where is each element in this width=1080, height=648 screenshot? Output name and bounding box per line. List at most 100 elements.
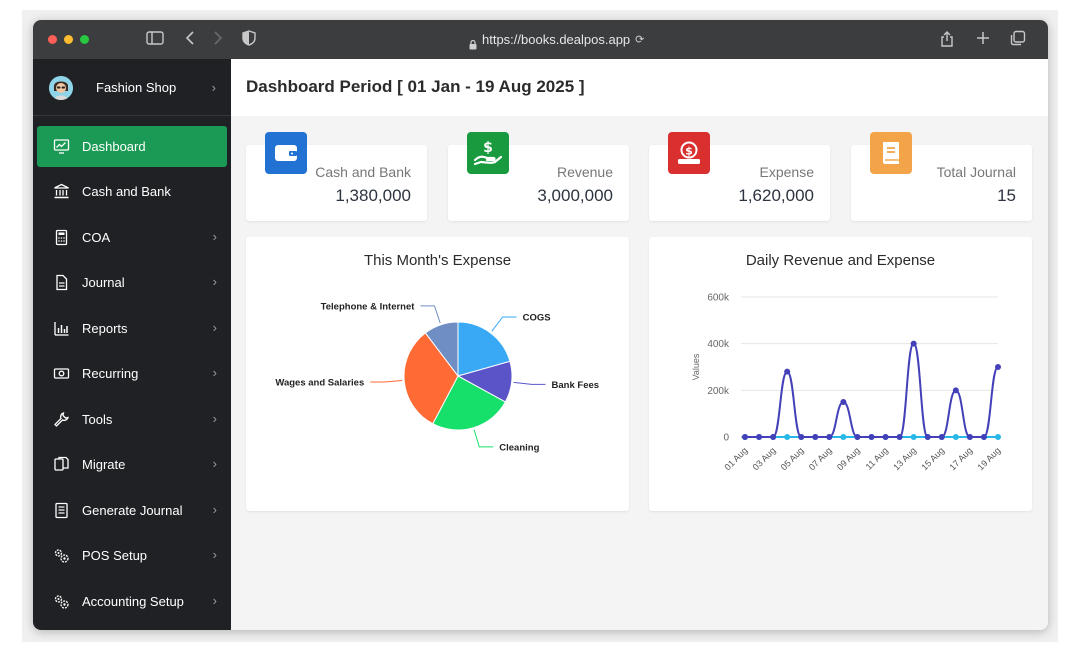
pie-slice-cogs[interactable] [457,321,511,377]
dollar-bill-icon: $ [668,132,710,174]
browser-titlebar: https://books.dealpos.app ⟳ [33,20,1048,59]
gears-icon [53,593,70,610]
shield-icon[interactable] [242,30,256,46]
sidebar-item-label: Accounting Setup [82,594,184,609]
sidebar: Fashion Shop › Dashboard Cash and Bank C… [33,59,231,630]
sidebar-item-cash-and-bank[interactable]: Cash and Bank [37,171,227,212]
data-point[interactable] [798,434,805,440]
share-icon[interactable] [940,30,954,48]
data-point[interactable] [840,434,847,440]
chevron-right-icon: › [212,456,217,471]
data-point[interactable] [784,434,791,440]
data-point[interactable] [995,364,1001,370]
chevron-right-icon: › [212,547,217,562]
sidebar-item-label: COA [82,230,111,245]
data-point[interactable] [826,434,833,440]
sidebar-toggle-icon[interactable] [146,30,164,46]
hand-dollar-icon: $ [467,132,509,174]
address-bar[interactable]: https://books.dealpos.app ⟳ [469,30,644,50]
sidebar-item-tools[interactable]: Tools › [37,399,227,440]
pie-label-leader [513,381,546,385]
close-window-button[interactable] [48,35,57,44]
revenue-expense-line-chart: 0 200k 400k 600k Values 01 Aug 03 Aug 05 Aug 07 … [691,293,1002,473]
sidebar-item-dashboard[interactable]: Dashboard [37,126,227,167]
data-point[interactable] [756,434,763,440]
card-value: 3,000,000 [537,186,613,205]
sidebar-item-recurring[interactable]: Recurring › [37,353,227,394]
summary-card-cash-and-bank[interactable]: Cash and Bank 1,380,000 [246,132,427,221]
summary-card-expense[interactable]: $ Expense 1,620,000 [649,132,830,221]
money-bill-icon [53,365,70,382]
data-point[interactable] [910,340,917,347]
y-tick-label: 0 [723,433,729,444]
sidebar-item-migrate[interactable]: Migrate › [37,444,227,485]
card-value: 1,380,000 [335,186,411,205]
pie-slice-label: Telephone & Internet [321,301,416,312]
pie-slice-label: Cleaning [499,442,539,453]
data-point[interactable] [812,434,819,440]
monitor-chart-icon [53,138,70,155]
pie-chart-title: This Month's Expense [363,252,512,269]
reload-icon[interactable]: ⟳ [635,34,645,46]
summary-card-revenue[interactable]: $ Revenue 3,000,000 [448,132,629,221]
sidebar-item-journal[interactable]: Journal › [37,262,227,303]
chevron-right-icon: › [212,365,217,380]
data-point[interactable] [784,368,791,375]
shop-switcher[interactable]: Fashion Shop › [33,59,231,116]
sidebar-item-coa[interactable]: COA › [37,217,227,258]
avatar [49,76,73,100]
forward-icon[interactable] [212,30,224,46]
sidebar-item-accounting-setup[interactable]: Accounting Setup › [37,581,227,622]
chevron-right-icon: › [211,80,216,95]
data-point[interactable] [854,434,861,440]
sidebar-item-label: Tools [82,412,113,427]
pie-slice-label: Bank Fees [552,380,600,391]
x-tick-label: 15 Aug [919,445,946,472]
data-point[interactable] [924,434,931,440]
sidebar-item-pos-setup[interactable]: POS Setup › [37,535,227,576]
data-point[interactable] [910,434,917,440]
sidebar-item-label: Migrate [82,457,126,472]
data-point[interactable] [995,434,1001,440]
sidebar-item-generate-journal[interactable]: Generate Journal › [37,490,227,531]
wallet-icon [265,132,307,174]
chevron-right-icon: › [212,502,217,517]
pie-slice-telephone-internet[interactable] [424,321,459,378]
pie-slice-wages-and-salaries[interactable] [403,332,459,425]
data-point[interactable] [868,434,875,440]
new-tab-icon[interactable] [976,30,990,46]
data-point[interactable] [840,399,847,405]
summary-card-total-journal[interactable]: Total Journal 15 [851,132,1032,221]
card-value: 1,620,000 [738,186,814,205]
zoom-window-button[interactable] [80,35,89,44]
x-tick-label: 11 Aug [864,445,890,471]
data-point[interactable] [966,434,973,440]
chevron-right-icon: › [212,593,217,608]
tab-overview-icon[interactable] [1010,30,1026,46]
x-tick-label: 09 Aug [835,445,862,472]
data-point[interactable] [742,434,748,440]
data-point[interactable] [952,387,959,394]
url-text: https://books.dealpos.app [482,32,631,47]
card-label: Revenue [556,164,613,180]
gears-icon [53,547,70,564]
y-tick-label: 200k [707,386,730,397]
svg-text:$: $ [483,140,493,156]
data-point[interactable] [980,434,987,440]
x-tick-label: 01 Aug [723,445,750,472]
y-tick-label: 400k [707,339,730,350]
back-icon[interactable] [184,30,196,46]
chevron-right-icon: › [212,411,217,426]
minimize-window-button[interactable] [64,35,73,44]
data-point[interactable] [952,434,959,440]
sidebar-item-label: Dashboard [82,139,146,154]
data-point[interactable] [770,434,777,440]
sidebar-item-reports[interactable]: Reports › [37,308,227,349]
card-label: Total Journal [936,164,1016,180]
pie-label-leader [491,316,517,332]
data-point[interactable] [882,434,889,440]
calculator-icon [53,229,70,246]
data-point[interactable] [896,434,903,440]
chevron-right-icon: › [212,229,217,244]
data-point[interactable] [938,434,945,440]
